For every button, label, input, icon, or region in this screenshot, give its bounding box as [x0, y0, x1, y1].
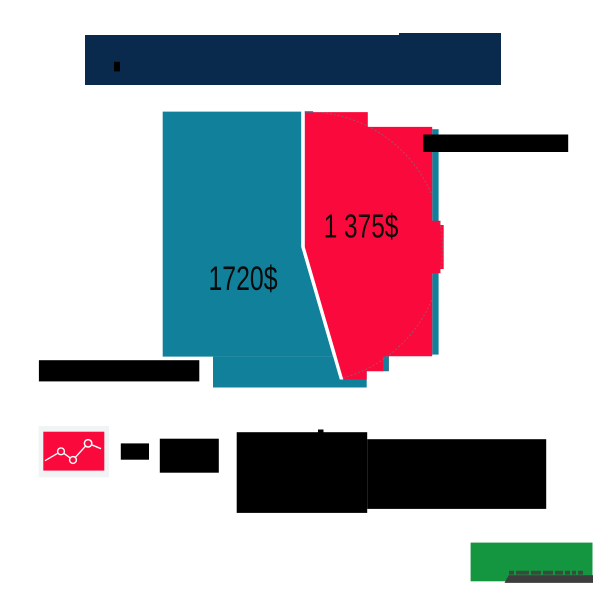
svg-text:1 375$: 1 375$ — [324, 209, 399, 245]
svg-text:1720$: 1720$ — [209, 260, 278, 298]
